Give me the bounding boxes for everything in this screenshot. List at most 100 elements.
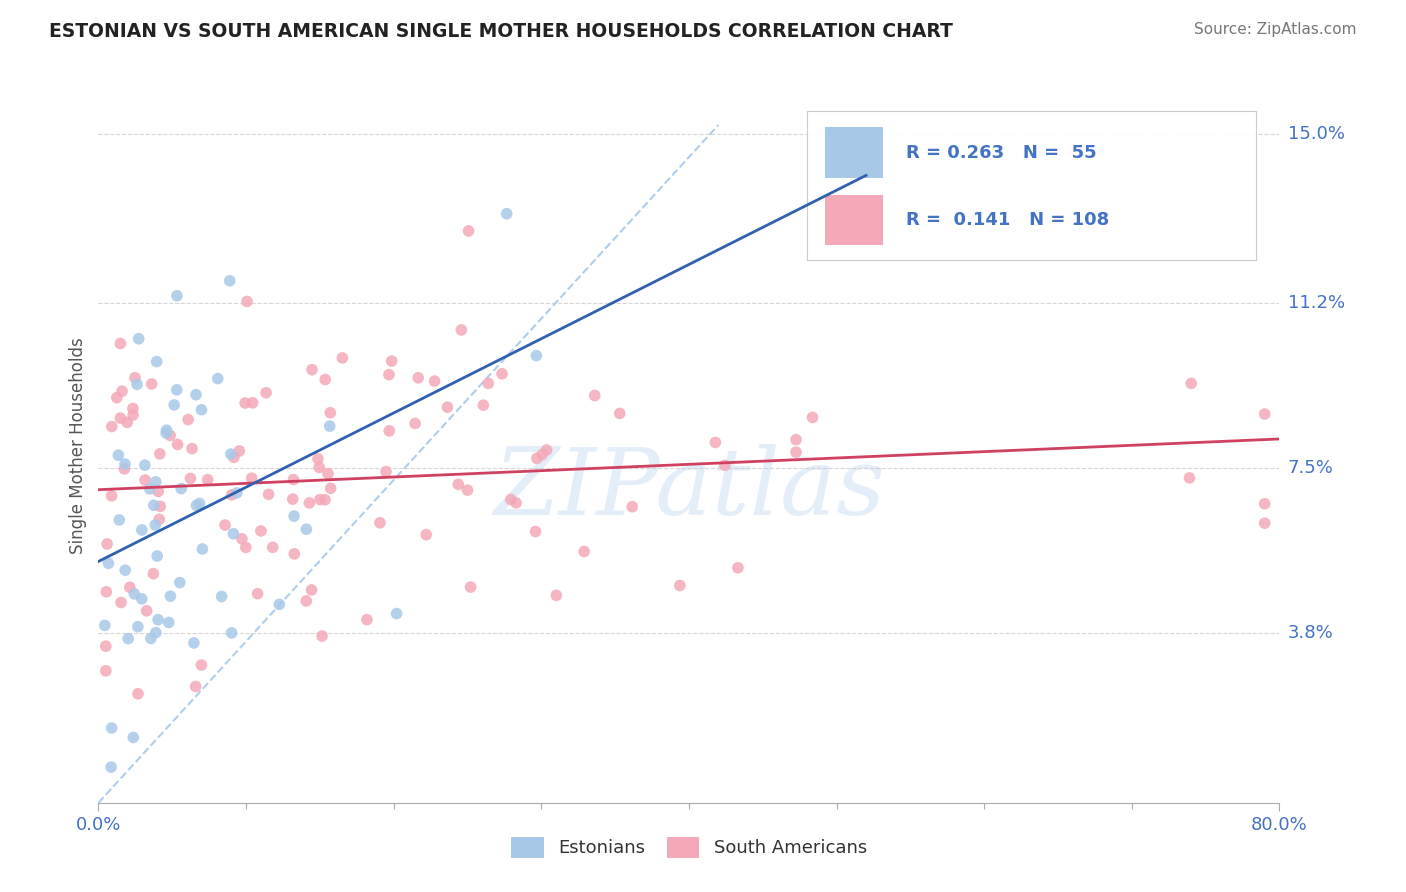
Point: [149, 500, 172, 514]
Point: [254, 385, 277, 400]
Point: [222, 526, 245, 541]
Point: [117, 632, 139, 646]
Point: [231, 532, 253, 546]
Point: [269, 598, 291, 612]
Point: [714, 458, 737, 473]
Point: [524, 349, 547, 363]
Point: [166, 289, 188, 303]
Point: [704, 435, 727, 450]
Point: [211, 590, 233, 604]
Point: [242, 396, 264, 410]
Point: [257, 487, 280, 501]
Point: [356, 613, 378, 627]
Point: [134, 473, 156, 487]
Point: [142, 566, 165, 581]
Point: [179, 471, 201, 485]
Point: [301, 582, 323, 597]
Point: [621, 500, 644, 514]
Point: [785, 433, 807, 447]
Point: [145, 354, 167, 368]
Point: [669, 578, 692, 592]
Point: [188, 496, 211, 510]
Point: [368, 516, 391, 530]
Point: [159, 428, 181, 442]
Text: ESTONIAN VS SOUTH AMERICAN SINGLE MOTHER HOUSEHOLDS CORRELATION CHART: ESTONIAN VS SOUTH AMERICAN SINGLE MOTHER…: [49, 22, 953, 41]
Point: [131, 591, 153, 606]
Point: [122, 401, 145, 416]
Point: [94, 639, 117, 653]
Point: [457, 224, 479, 238]
Point: [146, 613, 169, 627]
Point: [314, 372, 336, 386]
Point: [159, 589, 181, 603]
Point: [225, 486, 247, 500]
Y-axis label: Single Mother Households: Single Mother Households: [69, 338, 87, 554]
Point: [311, 629, 333, 643]
Point: [184, 388, 207, 402]
Point: [531, 448, 554, 462]
Point: [127, 377, 149, 392]
Point: [100, 760, 122, 774]
Point: [100, 721, 122, 735]
Point: [250, 524, 273, 538]
Point: [472, 398, 495, 412]
Point: [406, 371, 429, 385]
Point: [148, 484, 170, 499]
Text: 3.8%: 3.8%: [1288, 624, 1333, 642]
Point: [221, 626, 243, 640]
Point: [450, 323, 472, 337]
Point: [491, 367, 513, 381]
Point: [546, 588, 568, 602]
Point: [1254, 407, 1277, 421]
Point: [111, 384, 134, 399]
Point: [135, 604, 157, 618]
Point: [1254, 516, 1277, 531]
Point: [727, 561, 749, 575]
Point: [218, 274, 240, 288]
Point: [319, 406, 342, 420]
Point: [177, 412, 200, 426]
Point: [114, 457, 136, 471]
Text: ZIPatlas: ZIPatlas: [494, 444, 884, 533]
Point: [122, 408, 145, 422]
Point: [281, 492, 304, 507]
Point: [221, 488, 243, 502]
Point: [139, 482, 162, 496]
Point: [1178, 471, 1201, 485]
Point: [127, 687, 149, 701]
Point: [415, 527, 437, 541]
Point: [536, 442, 558, 457]
Point: [801, 410, 824, 425]
Point: [145, 475, 167, 489]
Point: [378, 424, 401, 438]
Point: [148, 512, 170, 526]
Point: [100, 489, 122, 503]
Point: [385, 607, 408, 621]
Point: [166, 437, 188, 451]
Point: [145, 625, 167, 640]
Point: [122, 731, 145, 745]
Point: [499, 492, 522, 507]
Point: [222, 450, 245, 465]
Point: [142, 499, 165, 513]
Point: [295, 522, 318, 536]
Point: [114, 462, 136, 476]
Legend: Estonians, South Americans: Estonians, South Americans: [503, 830, 875, 865]
Point: [283, 547, 305, 561]
Point: [332, 351, 354, 365]
Point: [214, 518, 236, 533]
Point: [262, 541, 284, 555]
Point: [96, 584, 118, 599]
Point: [298, 496, 321, 510]
Point: [181, 442, 204, 456]
Point: [155, 423, 177, 437]
Text: 7.5%: 7.5%: [1288, 459, 1334, 477]
Point: [207, 371, 229, 385]
Point: [170, 482, 193, 496]
Point: [118, 580, 141, 594]
Point: [94, 618, 117, 632]
Point: [460, 580, 482, 594]
Point: [246, 587, 269, 601]
Point: [236, 294, 259, 309]
Point: [583, 388, 606, 402]
